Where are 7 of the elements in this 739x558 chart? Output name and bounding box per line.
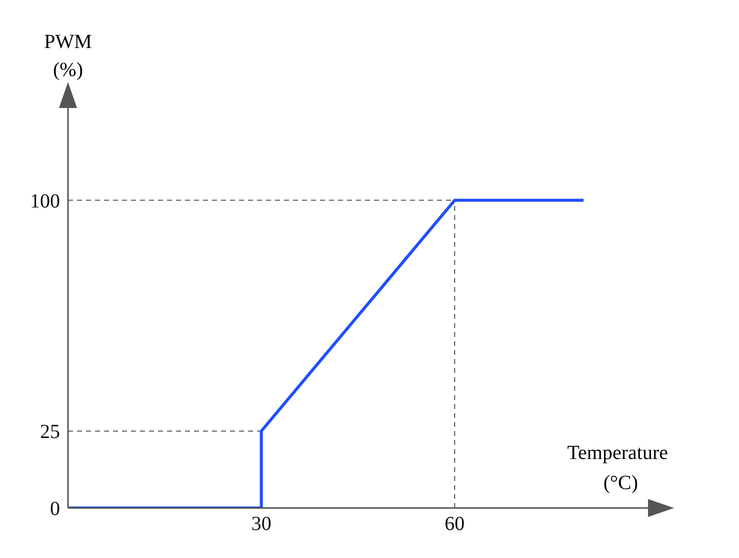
x-tick-label: 30 [251, 513, 272, 536]
y-tick-label: 0 [50, 498, 60, 520]
x-tick-label: 60 [444, 513, 465, 536]
y-tick-label: 25 [40, 421, 60, 444]
y-axis-title: PWM (%) [43, 30, 93, 83]
y-tick-label: 100 [30, 190, 60, 212]
x-axis-title: Temperature (°C) [566, 441, 668, 496]
